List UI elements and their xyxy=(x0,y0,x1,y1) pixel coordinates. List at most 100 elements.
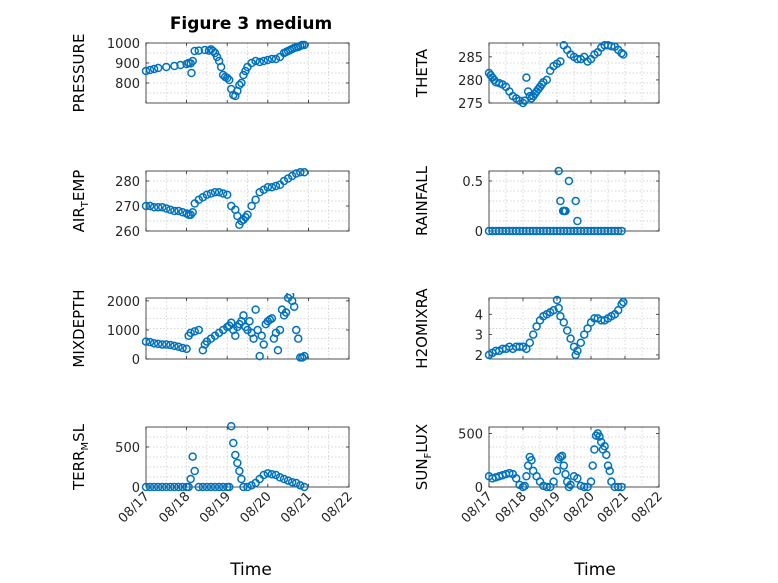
panel-5: 0 1000 2000 MIXDEPTH xyxy=(70,289,350,368)
y-tick-label: 0 xyxy=(475,481,483,496)
data-point xyxy=(522,344,531,354)
x-tick-label: 08/22 xyxy=(629,489,666,526)
data-point xyxy=(141,66,151,76)
y-tick-label: 4 xyxy=(475,308,483,323)
data-point xyxy=(511,474,521,483)
data-point xyxy=(265,315,275,325)
data-point xyxy=(162,204,171,213)
data-point xyxy=(231,450,240,460)
data-point xyxy=(557,451,567,461)
data-point xyxy=(243,482,252,492)
panel-2: 275 280 285 THETA xyxy=(413,41,660,112)
data-point xyxy=(227,422,236,431)
data-point xyxy=(145,482,155,492)
data-point xyxy=(249,334,258,343)
data-point xyxy=(182,344,191,354)
data-point xyxy=(188,208,197,217)
data-point xyxy=(174,342,183,352)
data-point xyxy=(231,91,240,101)
data-point xyxy=(564,176,574,186)
data-point xyxy=(251,56,260,66)
series-markers xyxy=(141,40,309,101)
data-point xyxy=(214,188,224,197)
data-point xyxy=(613,305,623,315)
y-tick-label: 1000 xyxy=(107,37,140,52)
data-point xyxy=(271,54,281,64)
data-point xyxy=(283,476,293,485)
data-point xyxy=(210,188,220,197)
data-point xyxy=(602,450,611,460)
data-point xyxy=(259,56,268,66)
series-markers xyxy=(484,41,628,108)
data-point xyxy=(202,190,212,199)
data-point xyxy=(141,337,151,346)
x-axis-label-right: Time xyxy=(573,560,616,580)
data-point xyxy=(259,340,268,349)
panel-4: 0 0.5 RAINFALL xyxy=(413,165,660,240)
data-point xyxy=(194,325,204,335)
data-point xyxy=(296,481,305,490)
data-point xyxy=(613,482,623,492)
data-point xyxy=(520,481,529,491)
data-point xyxy=(212,52,222,62)
data-point xyxy=(528,330,538,339)
series-markers xyxy=(484,166,626,236)
data-point xyxy=(566,334,575,343)
data-point xyxy=(162,482,171,492)
data-point xyxy=(186,59,195,68)
data-point xyxy=(210,48,220,58)
y-tick-label: 285 xyxy=(458,51,483,66)
data-point xyxy=(216,62,226,72)
y-tick-label: 500 xyxy=(458,427,483,442)
data-point xyxy=(273,346,283,355)
data-point xyxy=(187,68,196,78)
y-axis-label: H2OMIXRA xyxy=(413,288,431,369)
series-markers xyxy=(141,422,309,492)
data-point xyxy=(229,438,238,448)
data-point xyxy=(300,168,309,177)
y-tick-label: 500 xyxy=(115,441,140,456)
data-point xyxy=(253,325,262,335)
data-point xyxy=(562,326,572,335)
x-tick-label: 08/21 xyxy=(595,489,632,526)
data-point xyxy=(281,308,291,317)
data-point xyxy=(549,305,558,315)
data-point xyxy=(559,318,569,327)
y-tick-label: 0 xyxy=(475,225,483,240)
x-tick-label: 08/18 xyxy=(156,489,193,526)
data-point xyxy=(166,482,175,492)
data-point xyxy=(153,482,163,492)
data-point xyxy=(153,339,163,349)
y-tick-label: 0.5 xyxy=(462,175,483,190)
data-point xyxy=(235,80,244,90)
data-point xyxy=(202,482,212,492)
data-point xyxy=(206,482,216,492)
data-point xyxy=(542,75,552,85)
data-point xyxy=(542,482,552,492)
x-tick-label: 08/22 xyxy=(319,489,356,526)
data-point xyxy=(525,338,535,347)
data-point xyxy=(294,334,303,343)
data-point xyxy=(222,190,232,199)
data-point xyxy=(190,466,199,476)
data-point xyxy=(174,206,183,216)
data-point xyxy=(263,469,273,478)
data-point xyxy=(251,195,260,204)
data-point xyxy=(532,322,541,331)
data-point xyxy=(233,211,242,221)
data-point xyxy=(153,203,163,212)
data-point xyxy=(210,482,220,492)
data-point xyxy=(552,295,562,305)
y-tick-label: 1000 xyxy=(107,324,140,339)
data-point xyxy=(296,168,305,177)
data-point xyxy=(573,216,582,226)
axes-frame xyxy=(145,297,350,360)
data-point xyxy=(149,339,159,348)
data-point xyxy=(166,205,175,214)
data-point xyxy=(176,60,185,70)
data-point xyxy=(275,473,285,482)
data-point xyxy=(255,351,264,361)
data-point xyxy=(603,461,613,470)
data-point xyxy=(239,311,248,320)
